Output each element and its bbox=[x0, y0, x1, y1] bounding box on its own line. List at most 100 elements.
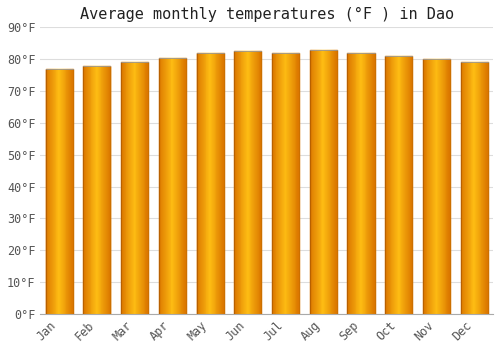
Bar bbox=[360, 53, 361, 314]
Bar bbox=[46, 69, 48, 314]
Bar bbox=[50, 69, 51, 314]
Bar bbox=[247, 51, 248, 314]
Bar bbox=[354, 53, 356, 314]
Bar bbox=[172, 57, 174, 314]
Bar bbox=[84, 65, 85, 314]
Bar bbox=[123, 62, 124, 314]
Bar bbox=[133, 62, 134, 314]
Bar bbox=[177, 57, 178, 314]
Bar bbox=[441, 59, 442, 314]
Bar bbox=[286, 53, 288, 314]
Bar bbox=[477, 62, 478, 314]
Bar bbox=[131, 62, 132, 314]
Bar bbox=[72, 69, 73, 314]
Bar bbox=[296, 53, 298, 314]
Bar bbox=[432, 59, 433, 314]
Bar bbox=[482, 62, 483, 314]
Bar bbox=[368, 53, 369, 314]
Bar bbox=[336, 50, 337, 314]
Bar bbox=[202, 53, 203, 314]
Bar bbox=[62, 69, 63, 314]
Bar bbox=[405, 56, 406, 314]
Bar bbox=[318, 50, 320, 314]
Bar bbox=[140, 62, 141, 314]
Bar bbox=[242, 51, 244, 314]
Bar bbox=[281, 53, 282, 314]
Bar bbox=[88, 65, 90, 314]
Bar bbox=[467, 62, 468, 314]
Bar bbox=[436, 59, 438, 314]
Bar bbox=[349, 53, 350, 314]
Bar bbox=[238, 51, 239, 314]
Bar bbox=[282, 53, 283, 314]
Bar bbox=[185, 57, 186, 314]
Bar bbox=[198, 53, 199, 314]
Bar bbox=[388, 56, 389, 314]
Bar bbox=[141, 62, 142, 314]
Bar bbox=[442, 59, 443, 314]
Bar bbox=[98, 65, 100, 314]
Bar bbox=[254, 51, 255, 314]
Bar bbox=[333, 50, 334, 314]
Bar bbox=[292, 53, 293, 314]
Bar bbox=[370, 53, 371, 314]
Bar bbox=[487, 62, 488, 314]
Bar bbox=[470, 62, 472, 314]
Bar bbox=[219, 53, 220, 314]
Bar bbox=[159, 57, 160, 314]
Bar bbox=[107, 65, 108, 314]
Bar bbox=[222, 53, 223, 314]
Bar bbox=[369, 53, 370, 314]
Bar bbox=[322, 50, 324, 314]
Bar bbox=[258, 51, 260, 314]
Bar bbox=[407, 56, 408, 314]
Bar bbox=[312, 50, 314, 314]
Bar bbox=[385, 56, 386, 314]
Bar bbox=[200, 53, 201, 314]
Bar bbox=[61, 69, 62, 314]
Bar bbox=[272, 53, 273, 314]
Bar bbox=[103, 65, 104, 314]
Bar bbox=[314, 50, 315, 314]
Bar bbox=[320, 50, 322, 314]
Bar bbox=[440, 59, 441, 314]
Bar bbox=[290, 53, 291, 314]
Bar bbox=[236, 51, 237, 314]
Bar bbox=[53, 69, 54, 314]
Bar bbox=[476, 62, 477, 314]
Bar bbox=[167, 57, 168, 314]
Bar bbox=[132, 62, 133, 314]
Bar bbox=[142, 62, 143, 314]
Bar bbox=[165, 57, 166, 314]
Bar bbox=[250, 51, 252, 314]
Bar bbox=[144, 62, 146, 314]
Bar bbox=[180, 57, 182, 314]
Bar bbox=[160, 57, 162, 314]
Bar bbox=[260, 51, 262, 314]
Bar bbox=[315, 50, 316, 314]
Bar bbox=[328, 50, 330, 314]
Bar bbox=[196, 53, 198, 314]
Bar bbox=[257, 51, 258, 314]
Bar bbox=[486, 62, 487, 314]
Bar bbox=[449, 59, 450, 314]
Bar bbox=[104, 65, 105, 314]
Bar bbox=[317, 50, 318, 314]
Bar bbox=[400, 56, 402, 314]
Bar bbox=[218, 53, 219, 314]
Bar bbox=[71, 69, 72, 314]
Bar bbox=[428, 59, 429, 314]
Bar bbox=[175, 57, 176, 314]
Bar bbox=[430, 59, 431, 314]
Bar bbox=[102, 65, 103, 314]
Title: Average monthly temperatures (°F ) in Dao: Average monthly temperatures (°F ) in Da… bbox=[80, 7, 454, 22]
Bar bbox=[48, 69, 49, 314]
Bar bbox=[280, 53, 281, 314]
Bar bbox=[204, 53, 206, 314]
Bar bbox=[373, 53, 374, 314]
Bar bbox=[122, 62, 123, 314]
Bar bbox=[214, 53, 216, 314]
Bar bbox=[130, 62, 131, 314]
Bar bbox=[483, 62, 484, 314]
Bar bbox=[468, 62, 469, 314]
